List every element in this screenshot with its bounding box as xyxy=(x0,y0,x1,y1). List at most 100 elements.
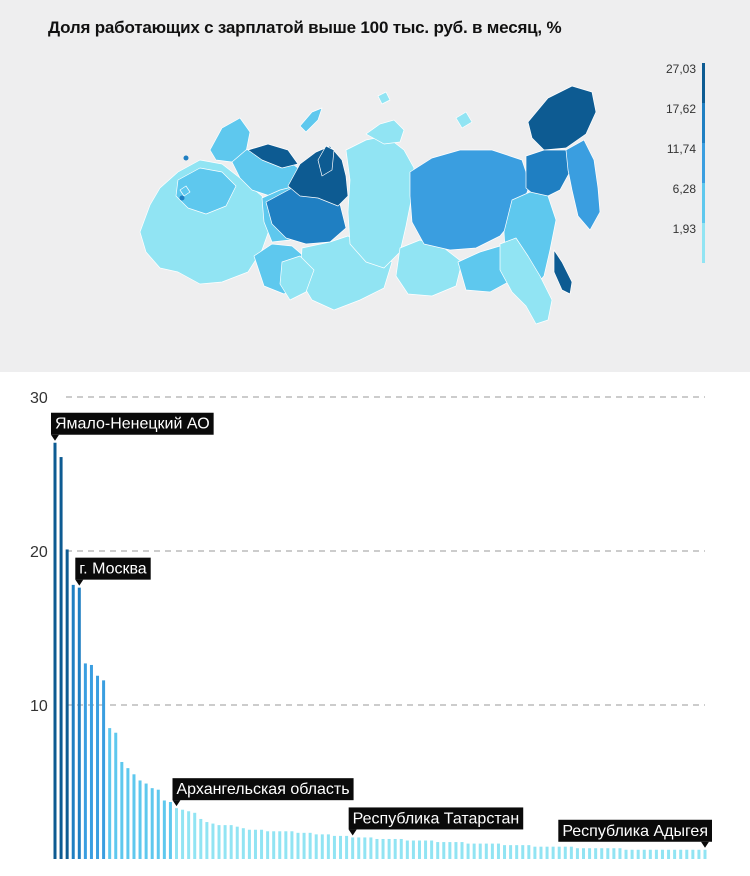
bar xyxy=(339,835,343,859)
bar xyxy=(612,848,616,859)
bar xyxy=(533,846,537,859)
bar xyxy=(515,845,519,859)
bar xyxy=(673,849,677,859)
bar xyxy=(442,842,446,859)
bar xyxy=(393,838,397,859)
bar xyxy=(545,846,549,859)
bar xyxy=(478,843,482,859)
bar xyxy=(387,838,391,859)
callout-label: Ямало-Ненецкий АО xyxy=(55,416,210,433)
bar-chart: 10 20 30 Ямало-Ненецкий АО г. Москва Арханге… xyxy=(30,390,712,859)
bar xyxy=(375,838,379,859)
bar xyxy=(667,849,671,859)
region-kamchatka xyxy=(565,139,601,231)
bar xyxy=(114,732,118,859)
legend-label: 6,28 xyxy=(673,182,697,196)
bar xyxy=(490,843,494,859)
bar xyxy=(126,768,130,859)
callout-box xyxy=(172,778,354,801)
bar xyxy=(679,849,683,859)
bar xyxy=(53,442,57,859)
bar xyxy=(405,840,409,859)
bar xyxy=(223,825,227,859)
bar xyxy=(600,848,604,859)
bar xyxy=(417,840,421,859)
callout-box xyxy=(558,819,712,842)
region-sakhalin xyxy=(553,249,573,295)
bar xyxy=(96,675,100,859)
bar xyxy=(332,835,336,859)
region-novaya-zemlya xyxy=(299,107,323,133)
legend-label: 27,03 xyxy=(666,62,696,76)
bar xyxy=(241,828,245,859)
callout-label: Республика Татарстан xyxy=(353,810,520,827)
bar xyxy=(660,849,664,859)
bar xyxy=(326,834,330,859)
bar xyxy=(65,549,69,859)
region-chukotka xyxy=(527,85,597,151)
bar xyxy=(132,774,136,859)
bar xyxy=(308,832,312,859)
bar xyxy=(89,664,93,859)
bar xyxy=(150,788,154,859)
bar xyxy=(253,829,257,859)
callout-label: г. Москва xyxy=(79,561,147,578)
bar xyxy=(260,829,264,859)
bar xyxy=(369,837,373,859)
bar xyxy=(59,457,63,859)
bar xyxy=(563,846,567,859)
legend-swatch xyxy=(702,103,705,143)
bar xyxy=(569,846,573,859)
callout-pointer xyxy=(51,434,59,441)
bar xyxy=(424,840,428,859)
callout-label: Республика Адыгея xyxy=(562,823,708,840)
region-magadan xyxy=(525,149,573,201)
bar xyxy=(278,831,282,859)
callout: Ямало-Ненецкий АО xyxy=(51,412,214,441)
bar xyxy=(272,831,276,859)
bar xyxy=(290,831,294,859)
bar xyxy=(527,845,531,859)
bar xyxy=(460,842,464,859)
region-taimyr xyxy=(365,119,405,145)
region-kaliningrad xyxy=(179,185,191,197)
bar xyxy=(399,838,403,859)
legend-label: 17,62 xyxy=(666,102,696,116)
region-central-belt xyxy=(175,167,237,215)
callout-box xyxy=(75,557,151,580)
legend-swatch xyxy=(702,143,705,183)
callout-pointer xyxy=(75,579,84,586)
bar xyxy=(320,834,324,859)
bar xyxy=(108,728,112,859)
ytick-label: 10 xyxy=(30,698,48,715)
bar xyxy=(296,832,300,859)
bar xyxy=(496,843,500,859)
callout: Республика Адыгея xyxy=(558,819,712,848)
bar xyxy=(229,825,233,859)
legend-swatch xyxy=(702,183,705,223)
bar xyxy=(503,845,507,859)
callout-label: Архангельская область xyxy=(176,781,349,798)
bar xyxy=(284,831,288,859)
bar xyxy=(624,849,628,859)
bar xyxy=(174,808,178,859)
bar xyxy=(509,845,513,859)
bar xyxy=(618,848,622,859)
bar xyxy=(381,838,385,859)
bar xyxy=(521,845,525,859)
bar xyxy=(606,848,610,859)
russia-map xyxy=(139,85,601,325)
bar xyxy=(205,822,209,859)
bar xyxy=(247,829,251,859)
bar xyxy=(648,849,652,859)
bar xyxy=(357,837,361,859)
bar xyxy=(77,587,81,859)
bar xyxy=(156,789,160,859)
callout-pointer xyxy=(348,829,357,836)
bar xyxy=(363,837,367,859)
callout: Республика Татарстан xyxy=(348,807,524,836)
bar xyxy=(448,842,452,859)
bar xyxy=(594,848,598,859)
region-new-siberian-isl xyxy=(455,111,473,129)
bar xyxy=(102,680,106,859)
